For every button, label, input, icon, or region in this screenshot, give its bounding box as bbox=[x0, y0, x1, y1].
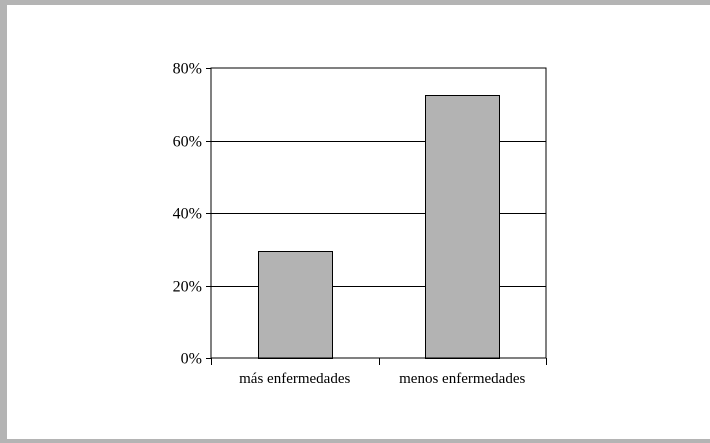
bar bbox=[258, 251, 333, 359]
y-tick-label: 80% bbox=[173, 61, 202, 78]
y-tick-label: 40% bbox=[173, 206, 202, 223]
bar bbox=[425, 95, 500, 359]
x-category-label: más enfermedades bbox=[239, 371, 350, 387]
x-category-label: menos enfermedades bbox=[399, 371, 525, 387]
y-tick-label: 0% bbox=[181, 351, 202, 368]
y-tick-label: 60% bbox=[173, 134, 202, 151]
y-tick-label: 20% bbox=[173, 279, 202, 296]
